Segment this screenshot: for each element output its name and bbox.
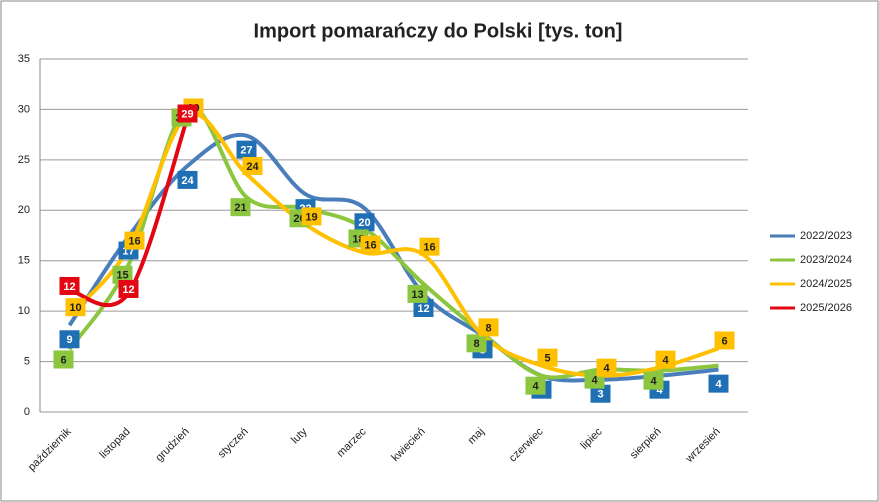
data-label: 29 xyxy=(181,108,193,120)
data-label: 20 xyxy=(358,217,370,229)
data-label-box xyxy=(478,318,499,337)
data-label-box xyxy=(53,350,74,369)
data-label: 4 xyxy=(603,363,610,375)
y-tick-label: 15 xyxy=(18,255,30,267)
data-label-box xyxy=(301,207,322,226)
data-label: 8 xyxy=(473,338,479,350)
data-label-box xyxy=(643,371,664,390)
data-label-box xyxy=(419,237,440,256)
data-label: 6 xyxy=(60,354,66,366)
data-label-box xyxy=(466,334,487,353)
y-tick-label: 25 xyxy=(18,154,30,166)
data-label-box xyxy=(537,348,558,367)
data-label-box xyxy=(242,156,263,175)
data-label-box xyxy=(413,298,434,317)
y-tick-label: 5 xyxy=(24,355,30,367)
data-label-box xyxy=(230,198,251,217)
data-label: 4 xyxy=(656,385,663,397)
data-label-box xyxy=(407,284,428,303)
y-tick-label: 10 xyxy=(18,305,30,317)
data-label: 4 xyxy=(591,375,598,387)
data-label: 12 xyxy=(122,284,134,296)
y-tick-label: 20 xyxy=(18,204,30,216)
data-label: 19 xyxy=(305,211,317,223)
data-label-box xyxy=(236,140,257,159)
data-label: 9 xyxy=(66,334,72,346)
data-label: 16 xyxy=(128,236,140,248)
data-label: 12 xyxy=(63,281,75,293)
data-label: 27 xyxy=(240,145,252,157)
data-label-box xyxy=(590,384,611,403)
data-label: 16 xyxy=(364,240,376,252)
data-label: 12 xyxy=(417,303,429,315)
data-label-box xyxy=(708,374,729,393)
data-label-box xyxy=(596,358,617,377)
data-label-box xyxy=(354,213,375,232)
data-label: 4 xyxy=(650,376,657,388)
data-label: 10 xyxy=(69,302,81,314)
y-tick-label: 0 xyxy=(24,406,30,418)
data-label: 24 xyxy=(246,161,259,173)
legend-label: 2024/2025 xyxy=(800,278,852,290)
data-label: 4 xyxy=(715,379,722,391)
data-label: 4 xyxy=(662,355,669,367)
data-label: 8 xyxy=(485,322,491,334)
legend-label: 2022/2023 xyxy=(800,230,852,242)
data-label: 24 xyxy=(181,175,194,187)
data-label-box xyxy=(714,331,735,350)
data-label-box xyxy=(59,330,80,349)
data-label-box xyxy=(59,276,80,295)
data-label-box xyxy=(177,170,198,189)
legend-label: 2025/2026 xyxy=(800,302,852,314)
data-label-box xyxy=(525,376,546,395)
data-label-box xyxy=(124,231,145,250)
y-tick-label: 35 xyxy=(18,53,30,65)
chart-title: Import pomarańczy do Polski [tys. ton] xyxy=(254,20,623,42)
data-label: 21 xyxy=(234,202,246,214)
legend-label: 2023/2024 xyxy=(800,254,852,266)
data-label-box xyxy=(112,265,133,284)
data-label: 15 xyxy=(116,270,128,282)
data-label-box xyxy=(118,279,139,298)
data-label: 5 xyxy=(544,353,550,365)
data-label: 4 xyxy=(532,381,539,393)
y-tick-label: 30 xyxy=(18,103,30,115)
data-label: 6 xyxy=(721,335,727,347)
data-label-box xyxy=(177,104,198,123)
data-label-box xyxy=(655,350,676,369)
data-label-box xyxy=(65,298,86,317)
data-label: 13 xyxy=(411,289,423,301)
data-label: 16 xyxy=(423,242,435,254)
data-label-box xyxy=(360,235,381,254)
data-label: 3 xyxy=(597,389,603,401)
